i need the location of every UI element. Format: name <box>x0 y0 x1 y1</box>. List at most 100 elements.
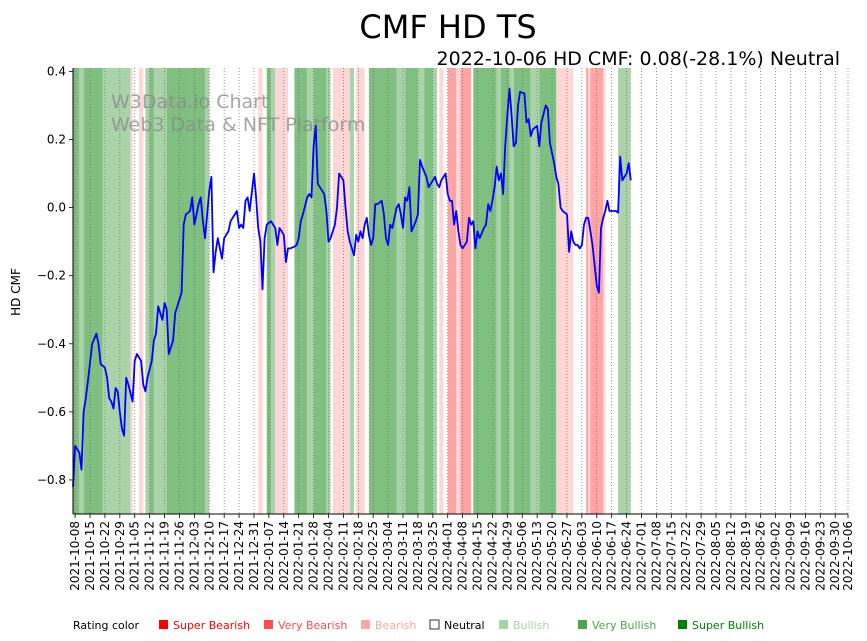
rating-band-16 <box>294 68 308 514</box>
x-tick-label-30: 2022-05-06 <box>515 521 529 591</box>
legend-swatch-6 <box>678 620 687 629</box>
x-tick-label-14: 2022-01-14 <box>277 521 291 591</box>
x-tick-label-38: 2022-07-01 <box>634 521 648 591</box>
x-tick-label-26: 2022-04-08 <box>456 521 470 591</box>
x-ticks: 2021-10-08 2021-10-15 2021-10-22 2021-10-29… <box>68 514 855 591</box>
x-tick-label-9: 2021-12-10 <box>202 521 216 591</box>
x-tick-label-5: 2021-11-12 <box>143 521 157 591</box>
x-tick-label-47: 2022-09-02 <box>769 521 783 591</box>
rating-band-26 <box>417 68 425 514</box>
legend-label-5: Very Bullish <box>592 619 656 632</box>
x-tick-label-28: 2022-04-22 <box>485 521 499 591</box>
x-tick-label-29: 2022-04-29 <box>500 521 514 591</box>
y-axis-label: HD CMF <box>9 268 23 316</box>
y-tick-label-1: −0.6 <box>37 405 66 419</box>
x-tick-label-6: 2021-11-19 <box>158 521 172 591</box>
y-tick-label-6: 0.4 <box>47 64 66 78</box>
rating-band-43 <box>590 68 599 514</box>
y-tick-label-3: −0.2 <box>37 269 66 283</box>
x-tick-label-8: 2021-12-03 <box>187 521 201 591</box>
x-tick-label-22: 2022-03-11 <box>396 521 410 591</box>
x-tick-label-15: 2022-01-21 <box>292 521 306 591</box>
rating-band-31 <box>456 68 461 514</box>
legend-swatch-5 <box>578 620 587 629</box>
x-tick-label-52: 2022-10-06 <box>841 521 855 591</box>
x-tick-label-21: 2022-03-04 <box>381 521 395 591</box>
rating-band-9 <box>166 68 191 514</box>
rating-band-28 <box>432 68 438 514</box>
rating-band-40 <box>556 68 574 514</box>
legend-swatch-2 <box>361 620 370 629</box>
legend-label-4: Bullish <box>513 619 549 632</box>
rating-band-12 <box>258 68 263 514</box>
x-tick-label-51: 2022-09-30 <box>828 521 842 591</box>
rating-band-20 <box>332 68 350 514</box>
rating-band-3 <box>102 68 131 514</box>
x-tick-label-32: 2022-05-20 <box>545 521 559 591</box>
rating-band-41 <box>586 68 589 514</box>
x-tick-label-40: 2022-07-15 <box>664 521 678 591</box>
rating-band-39 <box>539 68 557 514</box>
rating-band-33 <box>473 68 497 514</box>
x-tick-label-3: 2021-10-29 <box>113 521 127 591</box>
x-tick-label-43: 2022-08-05 <box>709 521 723 591</box>
rating-band-34 <box>496 68 501 514</box>
rating-band-27 <box>424 68 433 514</box>
chart-subtitle: 2022-10-06 HD CMF: 0.08(-28.1%) Neutral <box>437 48 840 70</box>
x-tick-label-10: 2021-12-17 <box>217 521 231 591</box>
y-tick-label-2: −0.4 <box>37 337 66 351</box>
x-tick-label-45: 2022-08-19 <box>739 521 753 591</box>
rating-band-17 <box>307 68 314 514</box>
x-tick-label-34: 2022-06-03 <box>575 521 589 591</box>
rating-band-21 <box>349 68 355 514</box>
x-tick-label-37: 2022-06-24 <box>620 521 634 591</box>
rating-band-32 <box>460 68 472 514</box>
watermark-line-2: Web3 Data & NFT Platform <box>111 114 365 136</box>
x-tick-label-1: 2021-10-15 <box>83 521 97 591</box>
legend-label-2: Bearish <box>375 619 416 632</box>
legend: Rating color Super Bearish Very Bearish Bea… <box>73 619 764 632</box>
series-line <box>72 87 632 487</box>
x-tick-label-39: 2022-07-08 <box>649 521 663 591</box>
rating-band-46 <box>618 68 631 514</box>
x-tick-label-44: 2022-08-12 <box>724 521 738 591</box>
legend-swatch-1 <box>264 620 273 629</box>
x-tick-label-46: 2022-08-26 <box>754 521 768 591</box>
rating-band-29 <box>439 68 444 514</box>
rating-band-45 <box>603 68 606 514</box>
x-tick-label-48: 2022-09-09 <box>784 521 798 591</box>
rating-band-10 <box>190 68 206 514</box>
y-tick-label-0: −0.8 <box>37 473 66 487</box>
rating-band-7 <box>149 68 154 514</box>
rating-band-30 <box>447 68 457 514</box>
y-tick-label-4: 0.0 <box>47 201 66 215</box>
y-tick-label-5: 0.2 <box>47 132 66 146</box>
rating-band-2 <box>83 68 103 514</box>
x-tick-label-11: 2021-12-24 <box>232 521 246 591</box>
legend-label-0: Super Bearish <box>173 619 250 632</box>
x-tick-label-20: 2022-02-25 <box>366 521 380 591</box>
x-tick-label-16: 2022-01-28 <box>307 521 321 591</box>
x-tick-label-50: 2022-09-23 <box>813 521 827 591</box>
rating-band-6 <box>145 68 150 514</box>
rating-band-15 <box>275 68 289 514</box>
rating-band-8 <box>153 68 167 514</box>
watermark-line-1: W3Data.io Chart <box>111 91 268 113</box>
rating-band-42 <box>588 68 591 514</box>
x-tick-label-35: 2022-06-10 <box>590 521 604 591</box>
legend-swatch-0 <box>159 620 168 629</box>
y-ticks: −0.8 −0.6 −0.4 −0.2 0.0 0.2 0.4 <box>37 64 73 487</box>
x-tick-label-13: 2022-01-07 <box>262 521 276 591</box>
x-tick-label-42: 2022-07-29 <box>694 521 708 591</box>
x-tick-label-27: 2022-04-15 <box>471 521 485 591</box>
legend-label-3: Neutral <box>444 619 485 632</box>
x-tick-label-4: 2021-11-05 <box>128 521 142 591</box>
x-tick-label-23: 2022-03-18 <box>411 521 425 591</box>
rating-band-36 <box>509 68 514 514</box>
x-tick-label-49: 2022-09-16 <box>798 521 812 591</box>
rating-band-5 <box>139 68 144 514</box>
legend-label-6: Super Bullish <box>692 619 764 632</box>
legend-swatch-3 <box>429 619 440 630</box>
rating-band-23 <box>368 68 397 514</box>
x-tick-label-18: 2022-02-11 <box>336 521 350 591</box>
